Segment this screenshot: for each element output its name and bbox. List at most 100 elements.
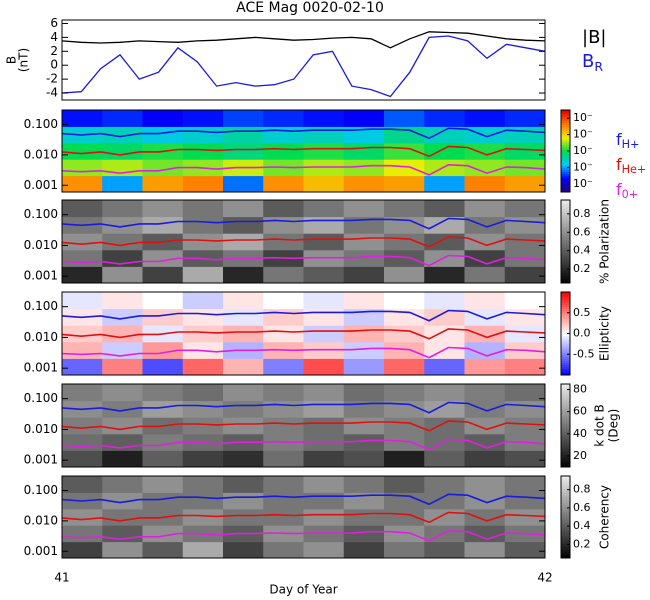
colorbar-tick-label: 0.8 bbox=[573, 207, 591, 220]
colorbar-swatch bbox=[561, 245, 570, 249]
spectrogram-cell bbox=[464, 492, 506, 510]
colorbar-swatch bbox=[561, 181, 570, 185]
spectrogram-cell bbox=[182, 476, 224, 493]
spectrogram-cell bbox=[62, 433, 103, 451]
spectrogram-cell bbox=[303, 384, 345, 402]
colorbar-swatch bbox=[561, 120, 570, 123]
colorbar-swatch bbox=[561, 331, 570, 334]
spectrogram-cell bbox=[303, 200, 345, 218]
spectrogram-cell bbox=[223, 358, 264, 376]
spectrogram-cell bbox=[343, 200, 385, 218]
colorbar-swatch bbox=[561, 484, 570, 487]
spectrogram-cell bbox=[464, 400, 506, 418]
spectrogram-cell bbox=[182, 126, 224, 144]
spectrogram-cell bbox=[263, 492, 304, 510]
colorbar-swatch bbox=[561, 488, 570, 491]
spectrogram-cell bbox=[464, 175, 506, 193]
colorbar-swatch bbox=[561, 310, 570, 314]
spectrogram-cell bbox=[343, 175, 385, 193]
x-tick-label: 41 bbox=[54, 571, 69, 585]
spectrogram-cell bbox=[182, 308, 224, 326]
spectrogram-cell bbox=[343, 525, 385, 543]
spectrogram-cell bbox=[343, 417, 385, 435]
spectrogram-cell bbox=[343, 292, 385, 310]
colorbar-swatch bbox=[561, 266, 570, 269]
spectrogram-cell bbox=[424, 450, 465, 468]
colorbar-swatch bbox=[561, 239, 570, 242]
spectrogram-cell bbox=[303, 266, 345, 284]
colorbar-swatch bbox=[561, 323, 570, 326]
colorbar-swatch bbox=[561, 410, 570, 414]
spectrogram-cell bbox=[343, 159, 385, 177]
colorbar-swatch bbox=[561, 247, 570, 251]
colorbar-swatch bbox=[561, 226, 570, 230]
legend-entry-main: B bbox=[582, 51, 594, 72]
spectrogram-cell bbox=[223, 175, 264, 193]
spectrogram-cell bbox=[504, 233, 546, 251]
colorbar-swatch bbox=[561, 333, 570, 337]
spectrogram-cell bbox=[343, 541, 385, 559]
spectrogram-cell bbox=[223, 541, 264, 559]
spectrogram-cell bbox=[142, 126, 184, 144]
colorbar-tick-label: 0.2 bbox=[573, 537, 591, 550]
colorbar-swatch bbox=[561, 212, 570, 216]
spectrogram-cell bbox=[504, 476, 546, 493]
colorbar-swatch bbox=[561, 202, 570, 205]
colorbar-swatch bbox=[561, 555, 570, 559]
colorbar-swatch bbox=[561, 539, 570, 543]
spectrogram-cell bbox=[142, 292, 184, 310]
spectrogram-cell bbox=[182, 233, 224, 251]
spectrogram-cell bbox=[223, 266, 264, 284]
colorbar-swatch bbox=[561, 173, 570, 177]
colorbar-frame bbox=[560, 199, 571, 284]
spectrogram-cell bbox=[504, 175, 546, 193]
colorbar-swatch bbox=[561, 386, 570, 389]
colorbar-swatch bbox=[561, 241, 570, 245]
colorbar-swatch bbox=[561, 415, 570, 418]
colorbar-swatch bbox=[561, 442, 570, 445]
colorbar-tick-label: 0.2 bbox=[573, 262, 591, 275]
legend-entry-sub: 0+ bbox=[622, 188, 639, 201]
colorbar-swatch bbox=[561, 350, 570, 353]
spectrogram-cell bbox=[142, 216, 184, 234]
colorbar-swatch bbox=[561, 124, 570, 127]
colorbar-swatch bbox=[561, 398, 570, 402]
spectrogram-cell bbox=[303, 358, 345, 376]
frequency-line bbox=[61, 163, 546, 176]
spectrogram-cell bbox=[504, 417, 546, 435]
legend-entry: fH+ bbox=[616, 130, 639, 152]
spectrogram-cell bbox=[384, 525, 425, 543]
colorbar-swatch bbox=[561, 394, 570, 397]
colorbar-swatch bbox=[561, 417, 570, 420]
spectrogram-cell bbox=[464, 525, 506, 543]
spectrogram-cell bbox=[102, 110, 143, 127]
colorbar-swatch bbox=[561, 224, 570, 228]
spectrogram-cell bbox=[424, 541, 465, 559]
colorbar-swatch bbox=[561, 294, 570, 297]
spectrogram-cell bbox=[464, 384, 506, 402]
colorbar-swatch bbox=[561, 427, 570, 431]
colorbar-swatch bbox=[561, 535, 570, 538]
colorbar-swatch bbox=[561, 134, 570, 138]
spectrogram-cell bbox=[464, 508, 506, 526]
y-tick-label: 0.010 bbox=[24, 238, 58, 252]
colorbar-swatch bbox=[561, 506, 570, 510]
spectrogram-cell bbox=[102, 492, 143, 510]
spectrogram-cell bbox=[142, 358, 184, 376]
spectrogram-cell bbox=[102, 216, 143, 234]
spectrogram-cell bbox=[182, 384, 224, 402]
spectrogram-cell bbox=[384, 216, 425, 234]
colorbar-swatch bbox=[561, 249, 570, 253]
spectrogram-cell bbox=[343, 476, 385, 493]
spectrogram-cell bbox=[504, 308, 546, 326]
spectrogram-cell bbox=[182, 142, 224, 160]
spectrogram-cell bbox=[102, 417, 143, 435]
legend-entry-main: f bbox=[616, 155, 622, 174]
plot-frame bbox=[61, 291, 546, 376]
spectrogram-cell bbox=[504, 450, 546, 468]
frequency-line bbox=[61, 328, 546, 340]
spectrogram-cell bbox=[102, 508, 143, 526]
colorbar-swatch bbox=[561, 122, 570, 125]
colorbar-swatch bbox=[561, 183, 570, 187]
colorbar-swatch bbox=[561, 512, 570, 516]
